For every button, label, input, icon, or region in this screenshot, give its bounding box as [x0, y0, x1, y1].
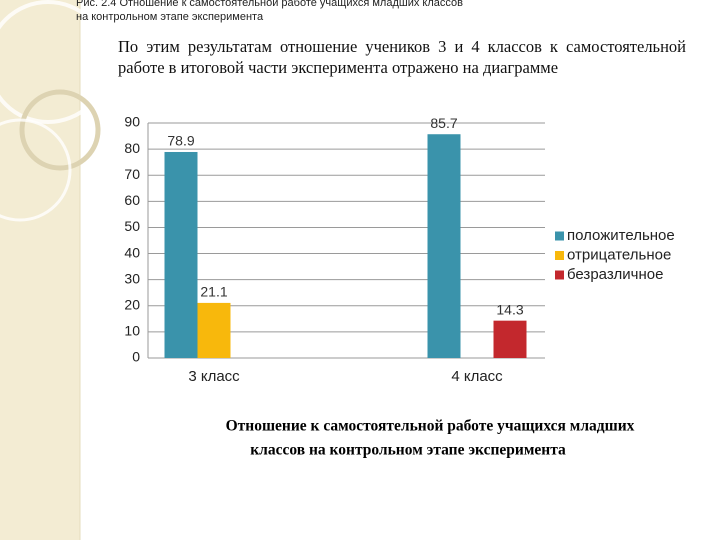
y-tick-label: 50 — [124, 218, 140, 234]
x-tick-label: 4 класс — [451, 368, 503, 385]
y-tick-label: 30 — [124, 270, 140, 286]
value-label: 85.7 — [430, 115, 457, 131]
bar — [164, 151, 198, 358]
legend-label: положительное — [567, 227, 675, 244]
y-tick-label: 70 — [124, 166, 140, 182]
y-tick-label: 80 — [124, 140, 140, 156]
figure-caption: Рис. 2.4 Отношение к самостоятельной раб… — [76, 0, 463, 9]
legend-swatch — [555, 251, 564, 260]
legend-swatch — [555, 270, 564, 280]
bar — [197, 302, 231, 358]
y-tick-label: 20 — [124, 296, 140, 312]
decor-circle — [0, 118, 72, 222]
value-label: 14.3 — [496, 301, 523, 317]
decor-circle — [0, 0, 110, 124]
legend-swatch — [555, 231, 564, 241]
side-strip — [0, 0, 80, 540]
y-tick-label: 10 — [124, 323, 140, 339]
paragraph: По этим результатам отношение учеников 3… — [118, 37, 686, 77]
value-label: 21.1 — [200, 284, 227, 300]
paragraph-box: По этим результатам отношение учеников 3… — [118, 37, 686, 77]
decor-circle — [19, 89, 101, 171]
bar — [427, 134, 461, 358]
y-tick-label: 0 — [132, 349, 140, 365]
caption: классов на контрольном этапе эксперимент… — [250, 442, 566, 459]
x-tick-label: 3 класс — [188, 368, 240, 385]
bar — [493, 320, 527, 358]
legend-label: отрицательное — [567, 246, 671, 263]
figure-caption: на контрольном этапе эксперимента — [76, 11, 264, 23]
y-tick-label: 90 — [124, 114, 140, 130]
y-tick-label: 60 — [124, 192, 140, 208]
y-tick-label: 40 — [124, 244, 140, 260]
legend-label: безразличное — [567, 266, 663, 283]
caption: Отношение к самостоятельной работе учащи… — [226, 418, 635, 435]
value-label: 78.9 — [167, 133, 194, 149]
